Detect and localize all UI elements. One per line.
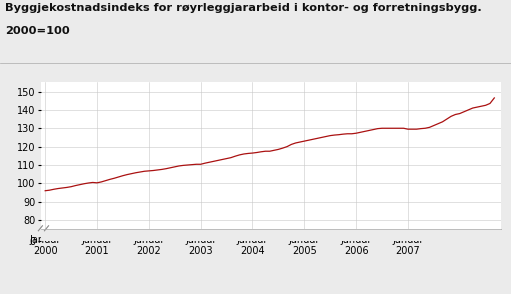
Text: 2000=100: 2000=100 [5, 26, 70, 36]
Text: Byggjekostnadsindeks for røyrleggjararbeid i kontor- og forretningsbygg.: Byggjekostnadsindeks for røyrleggjararbe… [5, 3, 482, 13]
